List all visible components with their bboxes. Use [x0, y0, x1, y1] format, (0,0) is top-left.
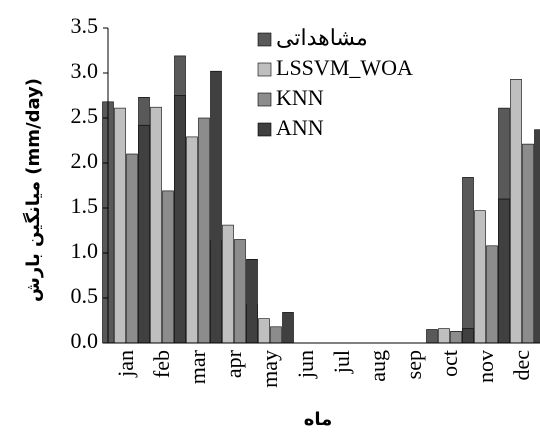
legend-swatch-1: [257, 62, 272, 77]
legend-swatch-0: [257, 32, 272, 47]
y-tick-label: 2.0: [71, 148, 99, 173]
bar-apr-series-1: [222, 224, 234, 344]
bar-dec-series-2: [522, 143, 534, 344]
bar-nov-series-2: [486, 245, 498, 344]
bar-mar-series-1: [186, 136, 198, 344]
bar-nov-series-1: [474, 210, 486, 344]
y-tick-label: 2.5: [71, 103, 99, 128]
bar-dec-series-1: [510, 79, 522, 344]
x-tick-label-apr: apr: [221, 349, 246, 378]
x-tick-label-may: may: [257, 350, 282, 388]
legend-label-2: KNN: [276, 85, 324, 110]
y-tick-label: 3.0: [71, 58, 99, 83]
bar-mar-series-3: [210, 70, 222, 344]
legend-swatch-3: [257, 122, 272, 137]
bar-may-series-2: [270, 326, 282, 344]
bar-oct-series-3: [462, 328, 474, 344]
bar-jan-series-3: [138, 124, 150, 344]
bar-may-series-3: [282, 312, 294, 344]
legend-label-0: مشاهداتی: [276, 25, 368, 50]
x-tick-label-mar: mar: [185, 349, 210, 384]
bar-dec-series-3: [534, 129, 540, 344]
bar-jan-series-2: [126, 153, 138, 344]
bar-feb-series-1: [150, 106, 162, 344]
y-tick-label: 1.5: [71, 193, 99, 218]
x-tick-label-nov: nov: [473, 350, 498, 383]
x-tick-label-sep: sep: [401, 350, 426, 379]
y-tick-label: 0.0: [71, 328, 99, 353]
bar-may-series-1: [258, 318, 270, 344]
x-tick-label-oct: oct: [437, 350, 462, 377]
x-tick-label-dec: dec: [509, 350, 534, 381]
x-tick-label-jun: jun: [293, 350, 318, 379]
bar-oct-series-2: [450, 330, 462, 344]
y-tick-label: 1.0: [71, 238, 99, 263]
y-tick-labels: 0.0 0.5 1.0 1.5 2.0 2.5 3.0 3.5: [71, 13, 108, 353]
bar-nov-series-3: [498, 198, 510, 344]
y-axis-title: میانگین بارش (mm/day): [22, 78, 44, 302]
legend-label-1: LSSVM_WOA: [276, 55, 413, 80]
bar-oct-series-0: [426, 329, 438, 344]
x-tick-label-jul: jul: [329, 350, 354, 374]
bar-jan-series-1: [114, 107, 126, 344]
legend: مشاهداتی LSSVM_WOA KNN ANN: [257, 25, 413, 140]
legend-label-3: ANN: [276, 115, 324, 140]
x-tick-label-aug: aug: [365, 350, 390, 382]
x-axis-title: ماه: [304, 409, 333, 430]
plot-area: [102, 55, 540, 344]
y-tick-label: 3.5: [71, 13, 99, 38]
bar-feb-series-3: [174, 95, 186, 344]
bar-nov-series-0: [462, 177, 474, 344]
legend-swatch-2: [257, 92, 272, 107]
bar-apr-series-3: [246, 258, 258, 344]
bar-apr-series-2: [234, 239, 246, 344]
bar-feb-series-2: [162, 190, 174, 344]
y-tick-label: 0.5: [71, 283, 99, 308]
x-tick-label-jan: jan: [113, 350, 138, 378]
x-tick-label-feb: feb: [149, 350, 174, 378]
bar-mar-series-2: [198, 117, 210, 344]
bar-oct-series-1: [438, 328, 450, 344]
x-tick-labels: jan feb mar apr may jun jul aug sep oct nov dec: [113, 349, 534, 388]
